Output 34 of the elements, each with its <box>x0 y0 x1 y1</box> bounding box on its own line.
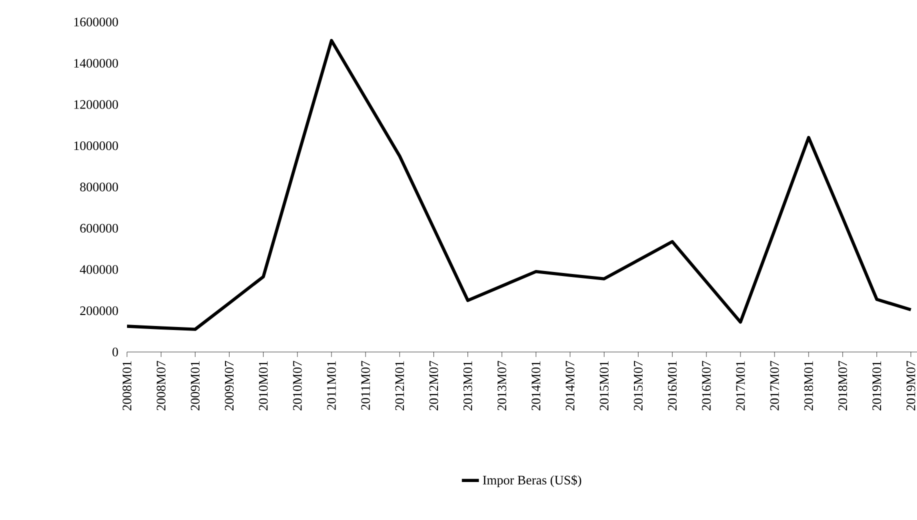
x-tick-label: 2014M07 <box>566 360 574 410</box>
x-tick-label: 2014M01 <box>532 361 540 410</box>
x-tick-label: 2017M07 <box>770 360 779 410</box>
x-tick-label: 2009M01 <box>190 361 200 410</box>
x-tick-label: 2012M01 <box>395 361 404 410</box>
y-tick-label: 1600000 <box>74 18 118 26</box>
y-tick-label: 600000 <box>80 224 118 233</box>
x-tick-label: 2017M01 <box>736 361 745 410</box>
x-tick-label: 2008M01 <box>122 361 132 410</box>
x-tick-label: 2012M07 <box>429 360 438 410</box>
x-tick-label: 2018M01 <box>804 361 813 410</box>
y-tick-label: 0 <box>112 348 118 356</box>
y-tick-label: 200000 <box>80 306 118 316</box>
x-tick-label: 2013M07 <box>498 360 506 410</box>
x-tick-label: 2016M07 <box>702 360 711 410</box>
y-tick-label: 400000 <box>80 265 118 274</box>
x-tick-label: 2016M01 <box>668 361 677 410</box>
x-tick-label: 2019M01 <box>872 361 882 410</box>
y-tick-label: 1400000 <box>74 58 118 68</box>
x-tick-label: 2010M07 <box>293 360 302 410</box>
x-tick-label: 2015M07 <box>634 360 643 410</box>
x-tick-label: 2008M07 <box>156 360 166 410</box>
y-tick-label: 1200000 <box>74 100 118 109</box>
x-tick-label: 2019M07 <box>906 360 916 410</box>
x-tick-label: 2013M01 <box>463 361 472 410</box>
x-tick-label: 2018M07 <box>838 360 848 410</box>
legend-label: Impor Beras (US$) <box>482 474 582 488</box>
x-tick-label: 2009M07 <box>224 360 234 410</box>
y-tick-label: 1000000 <box>74 141 118 150</box>
x-tick-label: 2011M01 <box>327 361 336 410</box>
x-tick-label: 2011M07 <box>361 360 370 410</box>
x-tick-label: 2015M01 <box>600 361 609 410</box>
y-tick-label: 800000 <box>80 182 118 192</box>
x-tick-label: 2010M01 <box>258 361 268 410</box>
